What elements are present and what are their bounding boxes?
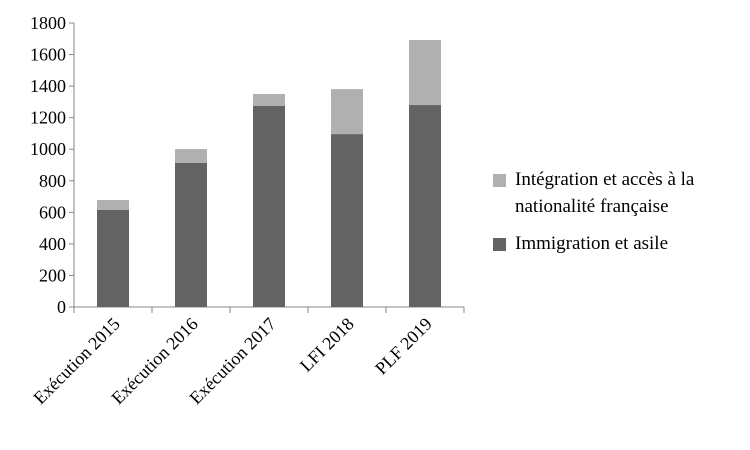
bar-segment — [409, 40, 441, 106]
y-tick-label: 1400 — [30, 76, 66, 96]
bar-segment — [331, 134, 363, 307]
bar-segment — [97, 200, 129, 210]
legend-label: Immigration et asile — [515, 233, 669, 254]
x-tick-label: LFI 2018 — [296, 314, 358, 376]
legend-item: Intégration et accès à la nationalité fr… — [493, 166, 743, 220]
y-tick-label: 800 — [39, 171, 66, 191]
y-tick-label: 1600 — [30, 45, 66, 65]
bar-segment — [253, 94, 285, 106]
bar-segment — [97, 209, 129, 307]
y-tick-label: 400 — [39, 234, 66, 254]
bar-segment — [253, 105, 285, 307]
x-tick-label: PLF 2019 — [371, 314, 436, 379]
y-tick-label: 200 — [39, 265, 66, 285]
legend-label: Intégration et accès à la nationalité fr… — [515, 169, 695, 217]
bar-segment — [175, 149, 207, 163]
y-tick-label: 1800 — [30, 13, 66, 33]
legend-item: Immigration et asile — [493, 230, 743, 257]
y-tick-label: 1200 — [30, 108, 66, 128]
y-tick-label: 600 — [39, 202, 66, 222]
legend-swatch — [493, 174, 506, 187]
y-tick-label: 0 — [57, 297, 66, 317]
y-tick-label: 1000 — [30, 139, 66, 159]
legend-swatch — [493, 238, 506, 251]
legend: Intégration et accès à la nationalité fr… — [493, 166, 743, 267]
bar-segment — [331, 89, 363, 135]
bar-segment — [409, 105, 441, 308]
bar-segment — [175, 162, 207, 307]
